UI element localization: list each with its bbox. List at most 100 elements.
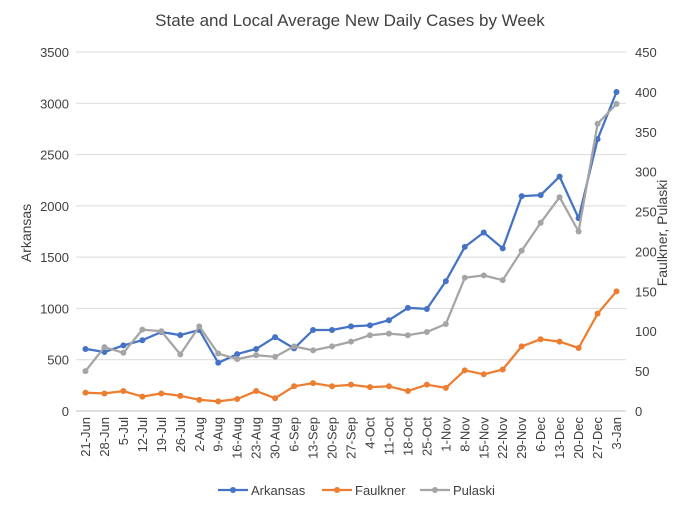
x-tick-label: 29-Nov [514,417,529,459]
data-point-arkansas [385,317,392,324]
left-tick-label: 1500 [40,250,69,265]
data-point-faulkner [139,393,146,400]
data-point-pulaski [594,120,601,127]
x-tick-label: 6-Dec [533,417,548,452]
right-tick-label: 100 [635,324,657,339]
left-tick-label: 0 [62,404,69,419]
series-line-pulaski [84,103,618,372]
left-tick-label: 2000 [40,199,69,214]
left-tick-label: 3000 [40,96,69,111]
data-point-pulaski [575,228,582,235]
data-point-arkansas [82,345,89,352]
right-tick-label: 450 [635,45,657,60]
data-point-arkansas [120,342,127,349]
x-tick-label: 5-Jul [116,417,131,445]
data-point-faulkner [196,396,203,403]
right-tick-label: 400 [635,85,657,100]
data-point-pulaski [385,330,392,337]
x-tick-label: 20-Dec [571,417,586,459]
data-point-faulkner [310,380,317,387]
right-tick-label: 300 [635,165,657,180]
left-tick-label: 2500 [40,148,69,163]
data-point-pulaski [556,194,563,201]
legend-label: Arkansas [251,483,306,498]
x-tick-label: 27-Dec [590,417,605,459]
chart-title: State and Local Average New Daily Cases … [155,11,545,30]
data-point-arkansas [442,278,449,285]
data-point-pulaski [461,274,468,281]
x-tick-label: 1-Nov [438,417,453,452]
data-point-pulaski [291,343,298,350]
x-tick-label: 13-Dec [552,417,567,459]
data-point-faulkner [348,381,354,388]
data-point-pulaski [310,347,317,354]
data-point-arkansas [499,245,506,252]
x-tick-label: 15-Nov [476,417,491,459]
data-point-arkansas [404,304,411,311]
data-point-pulaski [329,343,336,350]
x-tick-label: 28-Jun [97,417,112,457]
x-tick-label: 23-Aug [249,417,264,459]
data-point-pulaski [537,219,544,226]
data-point-faulkner [499,366,506,373]
x-axis-ticks: 21-Jun 28-Jun 5-Jul 12-Jul 19-Jul 26-Jul 2-Aug… [78,417,624,459]
data-point-faulkner [404,388,411,395]
data-point-faulkner [291,383,298,390]
series-pulaski [82,100,620,375]
data-point-pulaski [423,329,430,336]
data-point-faulkner [613,288,620,295]
data-point-arkansas [480,229,487,236]
data-point-faulkner [537,336,544,343]
data-point-pulaski [480,272,487,279]
left-tick-label: 500 [47,353,69,368]
data-point-faulkner [215,398,222,405]
left-axis-ticks: 0 500 1000 1500 2000 2500 3000 3500 [40,45,69,419]
data-point-pulaski [158,328,165,335]
data-point-faulkner [385,383,392,390]
legend-marker [432,487,438,493]
x-tick-label: 19-Jul [154,417,169,453]
legend-label: Faulkner [355,483,406,498]
legend-item-arkansas: Arkansas [218,483,306,498]
x-tick-label: 30-Aug [268,417,283,459]
data-point-faulkner [329,383,336,390]
x-tick-label: 21-Jun [78,417,93,457]
data-point-faulkner [518,343,525,350]
data-point-pulaski [196,323,203,330]
x-tick-label: 22-Nov [495,417,510,459]
data-point-pulaski [442,321,449,328]
data-point-faulkner [556,338,563,345]
right-tick-label: 250 [635,205,657,220]
right-tick-label: 350 [635,125,657,140]
right-tick-label: 200 [635,244,657,259]
x-tick-label: 16-Aug [230,417,245,459]
legend-marker [230,487,236,493]
x-tick-label: 26-Jul [173,417,188,453]
data-point-pulaski [366,332,373,339]
data-point-faulkner [177,392,184,399]
x-tick-label: 4-Oct [362,417,377,449]
data-point-faulkner [442,384,449,391]
right-tick-label: 0 [635,404,642,419]
data-point-arkansas [234,351,241,358]
data-point-pulaski [101,344,108,351]
data-point-faulkner [82,389,89,396]
data-point-pulaski [253,352,260,359]
data-point-arkansas [461,243,468,250]
right-axis-title: Faulkner, Pulaski [654,180,670,287]
data-point-arkansas [177,332,184,339]
data-point-faulkner [461,367,468,374]
right-tick-label: 150 [635,284,657,299]
data-point-faulkner [253,388,260,395]
legend-marker [334,487,340,493]
x-tick-label: 12-Jul [135,417,150,453]
legend-label: Pulaski [453,483,495,498]
data-point-pulaski [499,277,506,284]
x-tick-label: 3-Jan [609,417,624,450]
gridlines [76,51,626,361]
left-tick-label: 3500 [40,45,69,60]
data-point-arkansas [310,326,317,333]
data-point-arkansas [556,173,563,180]
